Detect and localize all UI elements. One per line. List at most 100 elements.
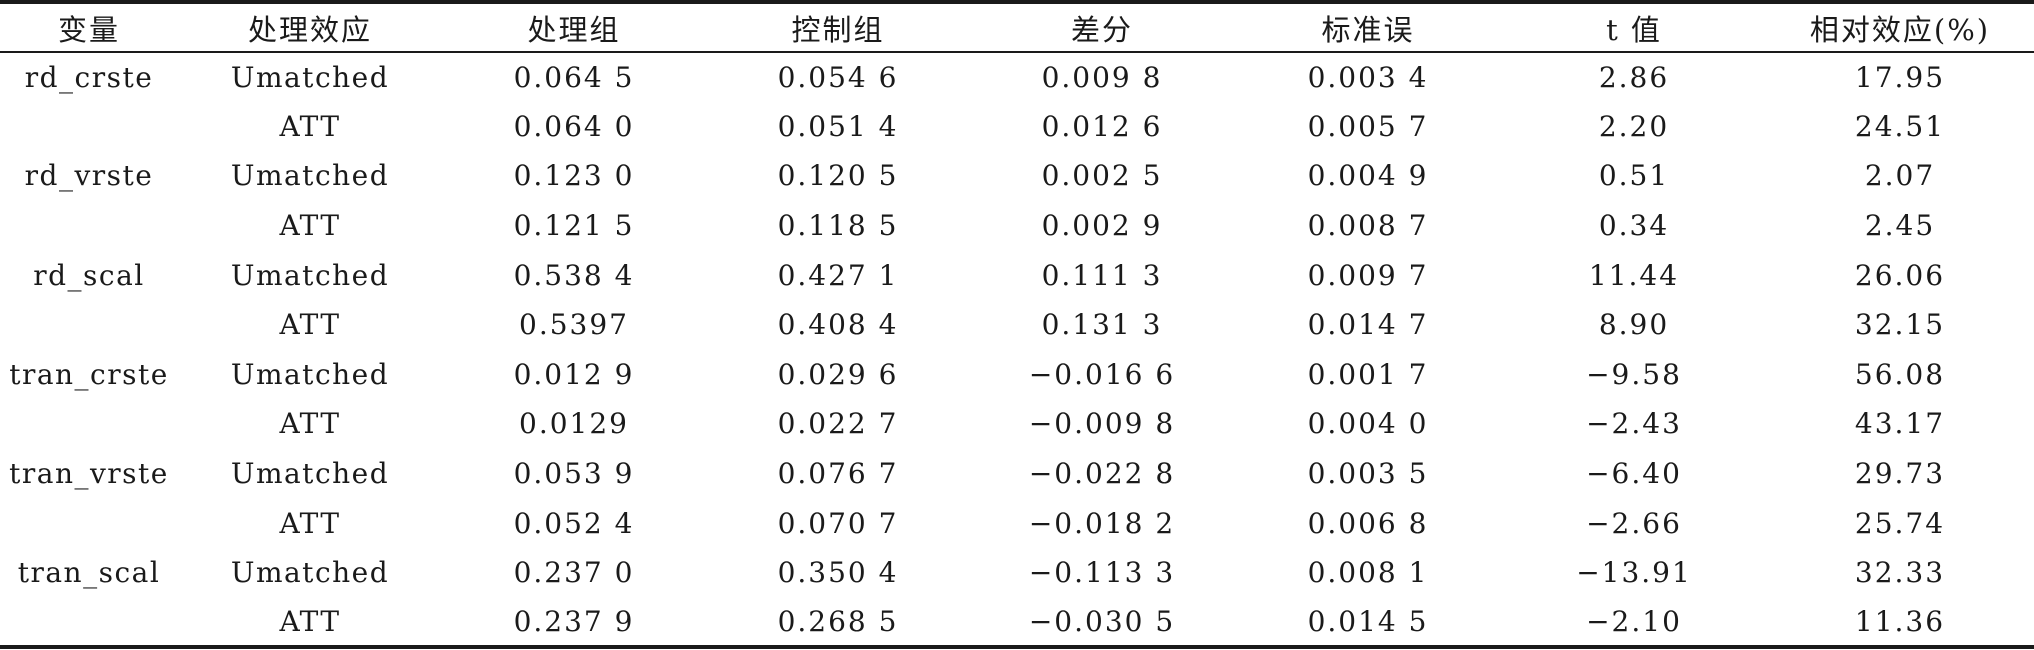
cell-control: 0.350 4 <box>777 556 899 590</box>
cell-effect: ATT <box>178 597 442 650</box>
cell-difference: 0.002 5 <box>1041 159 1163 193</box>
cell-relative-effect: 2.07 <box>1864 159 1936 193</box>
cell-difference: 0.111 3 <box>1041 258 1163 292</box>
cell-variable: rd_crste <box>24 60 154 94</box>
cell-treated: 0.121 5 <box>513 209 635 243</box>
cell-std-error: 0.008 1 <box>1307 556 1429 590</box>
cell-std-error: 0.003 5 <box>1307 457 1429 491</box>
cell-std-error: 0.001 7 <box>1307 357 1429 391</box>
cell-t-value: 8.90 <box>1598 308 1670 342</box>
cell-t-value: 0.51 <box>1598 159 1670 193</box>
cell-control: 0.022 7 <box>777 407 899 441</box>
cell-std-error: 0.014 5 <box>1234 597 1502 650</box>
table-header: 变量 处理效应 处理组 控制组 差分 标准误 t 值 相对效应(%) <box>0 0 2034 53</box>
cell-treated: 0.5397 <box>519 308 629 342</box>
cell-variable <box>0 300 178 350</box>
cell-treated: 0.052 4 <box>513 506 635 540</box>
cell-difference: −0.018 2 <box>1028 506 1176 540</box>
table-row: ATT 0.052 4 0.070 7 −0.018 2 0.006 8 −2.… <box>0 498 2034 548</box>
table-row: ATT 0.0129 0.022 7 −0.009 8 0.004 0 −2.4… <box>0 399 2034 449</box>
cell-t-value: 0.34 <box>1598 209 1670 243</box>
cell-t-value: −2.66 <box>1586 506 1682 540</box>
table-row: ATT 0.237 9 0.268 5 −0.030 5 0.014 5 −2.… <box>0 597 2034 650</box>
cell-relative-effect: 26.06 <box>1854 258 1946 292</box>
cell-difference: −0.030 5 <box>970 597 1234 650</box>
cell-control: 0.070 7 <box>777 506 899 540</box>
cell-variable <box>0 399 178 449</box>
cell-variable <box>0 201 178 251</box>
header-t-value: t 值 <box>1502 0 1766 53</box>
cell-control: 0.054 6 <box>777 60 899 94</box>
cell-t-value: −2.43 <box>1586 407 1682 441</box>
cell-control: 0.029 6 <box>777 357 899 391</box>
cell-relative-effect: 17.95 <box>1854 60 1946 94</box>
cell-relative-effect: 2.45 <box>1864 209 1936 243</box>
cell-t-value: 2.86 <box>1598 60 1670 94</box>
cell-control: 0.051 4 <box>777 109 899 143</box>
cell-std-error: 0.005 7 <box>1307 109 1429 143</box>
cell-t-value: 11.44 <box>1588 258 1680 292</box>
cell-difference: 0.012 6 <box>1041 109 1163 143</box>
cell-relative-effect: 24.51 <box>1854 109 1946 143</box>
header-row: 变量 处理效应 处理组 控制组 差分 标准误 t 值 相对效应(%) <box>0 0 2034 53</box>
cell-t-value: −6.40 <box>1586 457 1682 491</box>
cell-relative-effect: 32.15 <box>1854 308 1946 342</box>
table-row: tran_crste Umatched 0.012 9 0.029 6 −0.0… <box>0 350 2034 400</box>
cell-treated: 0.064 5 <box>513 60 635 94</box>
cell-difference: −0.009 8 <box>1028 407 1176 441</box>
cell-control: 0.268 5 <box>706 597 970 650</box>
cell-variable: tran_vrste <box>9 457 169 491</box>
cell-std-error: 0.008 7 <box>1307 209 1429 243</box>
cell-effect: Umatched <box>230 60 390 94</box>
cell-variable: rd_vrste <box>24 159 154 193</box>
cell-effect: Umatched <box>230 258 390 292</box>
table-body: rd_crste Umatched 0.064 5 0.054 6 0.009 … <box>0 52 2034 650</box>
cell-variable: tran_crste <box>9 357 169 391</box>
cell-variable <box>0 597 178 650</box>
cell-effect: Umatched <box>230 159 390 193</box>
cell-difference: 0.009 8 <box>1041 60 1163 94</box>
cell-difference: 0.131 3 <box>1041 308 1163 342</box>
table-row: tran_scal Umatched 0.237 0 0.350 4 −0.11… <box>0 548 2034 598</box>
header-control-group: 控制组 <box>706 0 970 53</box>
cell-control: 0.120 5 <box>777 159 899 193</box>
cell-treated: 0.0129 <box>519 407 629 441</box>
cell-variable <box>0 498 178 548</box>
cell-std-error: 0.009 7 <box>1307 258 1429 292</box>
cell-relative-effect: 29.73 <box>1854 457 1946 491</box>
table-row: rd_vrste Umatched 0.123 0 0.120 5 0.002 … <box>0 151 2034 201</box>
cell-variable <box>0 102 178 152</box>
cell-control: 0.408 4 <box>777 308 899 342</box>
cell-variable: rd_scal <box>33 258 145 292</box>
cell-t-value: −9.58 <box>1586 357 1682 391</box>
cell-treated: 0.538 4 <box>513 258 635 292</box>
table-row: ATT 0.5397 0.408 4 0.131 3 0.014 7 8.90 … <box>0 300 2034 350</box>
cell-effect: ATT <box>279 506 341 540</box>
header-relative-effect: 相对效应(%) <box>1766 0 2034 53</box>
cell-difference: −0.022 8 <box>1028 457 1176 491</box>
cell-control: 0.427 1 <box>777 258 899 292</box>
header-difference: 差分 <box>970 0 1234 53</box>
cell-t-value: −13.91 <box>1576 556 1692 590</box>
cell-treated: 0.064 0 <box>513 109 635 143</box>
cell-treated: 0.237 0 <box>513 556 635 590</box>
cell-difference: −0.113 3 <box>1028 556 1176 590</box>
cell-treated: 0.237 9 <box>442 597 706 650</box>
header-variable: 变量 <box>0 0 178 53</box>
cell-relative-effect: 11.36 <box>1766 597 2034 650</box>
cell-relative-effect: 43.17 <box>1854 407 1946 441</box>
cell-variable: tran_scal <box>17 556 161 590</box>
cell-control: 0.076 7 <box>777 457 899 491</box>
cell-effect: Umatched <box>230 556 390 590</box>
cell-relative-effect: 56.08 <box>1854 357 1946 391</box>
table-row: rd_crste Umatched 0.064 5 0.054 6 0.009 … <box>0 52 2034 102</box>
cell-std-error: 0.003 4 <box>1307 60 1429 94</box>
cell-t-value: 2.20 <box>1598 109 1670 143</box>
cell-std-error: 0.014 7 <box>1307 308 1429 342</box>
table-row: tran_vrste Umatched 0.053 9 0.076 7 −0.0… <box>0 449 2034 499</box>
cell-difference: −0.016 6 <box>1028 357 1176 391</box>
cell-relative-effect: 32.33 <box>1854 556 1946 590</box>
header-treated-group: 处理组 <box>442 0 706 53</box>
